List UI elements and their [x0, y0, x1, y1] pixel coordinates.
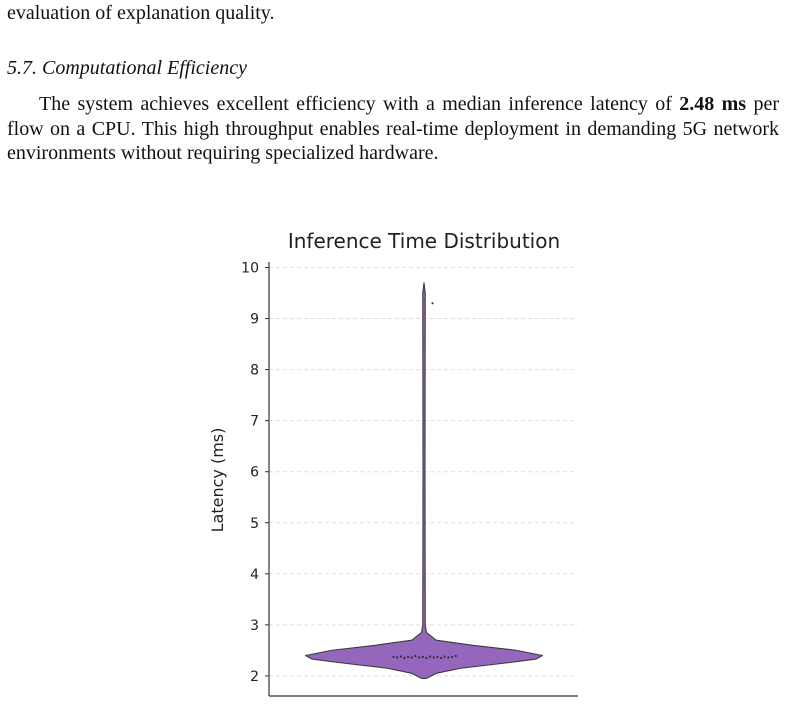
- paragraph-text-end: per flow on a CPU. This high throughput …: [7, 93, 779, 164]
- y-ticks: 2 3 4 5 6 7 8 9 10: [241, 261, 269, 685]
- data-point: [429, 655, 432, 658]
- y-tick-label: 6: [250, 465, 259, 481]
- y-axis-label: Latency (ms): [208, 428, 227, 533]
- data-point: [403, 656, 406, 660]
- data-point: [399, 655, 402, 658]
- paragraph-text-start: The system achieves excellent efficiency…: [39, 93, 680, 115]
- chart-title: Inference Time Distribution: [288, 229, 560, 253]
- data-point: [443, 655, 446, 658]
- data-point: [454, 654, 457, 658]
- data-point: [418, 656, 421, 659]
- y-tick-label: 10: [241, 261, 259, 277]
- violin-chart: Inference Time Distribution Latency (ms)…: [208, 229, 578, 697]
- violin-layer: [305, 282, 543, 680]
- data-point: [396, 656, 399, 659]
- preceding-text-line: evaluation of explanation quality.: [7, 2, 275, 24]
- data-point: [414, 654, 417, 658]
- y-tick-label: 5: [250, 516, 259, 532]
- y-tick-label: 2: [250, 669, 259, 685]
- body-paragraph: The system achieves excellent efficiency…: [7, 92, 779, 166]
- data-point: [407, 655, 410, 659]
- data-point: [431, 302, 434, 305]
- data-point: [392, 655, 395, 659]
- data-point: [410, 656, 413, 659]
- data-point: [421, 655, 424, 659]
- y-tick-label: 4: [250, 567, 259, 583]
- y-tick-label: 7: [250, 414, 259, 430]
- violin-body: [305, 282, 543, 680]
- strip-points: [392, 302, 457, 660]
- y-tick-label: 8: [250, 363, 259, 379]
- data-point: [425, 656, 428, 660]
- y-tick-label: 3: [250, 618, 259, 634]
- data-point: [439, 656, 443, 660]
- data-point: [432, 656, 435, 659]
- data-point: [447, 656, 450, 659]
- y-tick-label: 9: [250, 312, 259, 328]
- data-point: [450, 655, 454, 659]
- inference-time-figure: Inference Time Distribution Latency (ms)…: [0, 220, 789, 705]
- latency-value: 2.48 ms: [679, 93, 747, 115]
- data-point: [436, 655, 439, 659]
- section-heading: 5.7. Computational Efficiency: [7, 57, 247, 79]
